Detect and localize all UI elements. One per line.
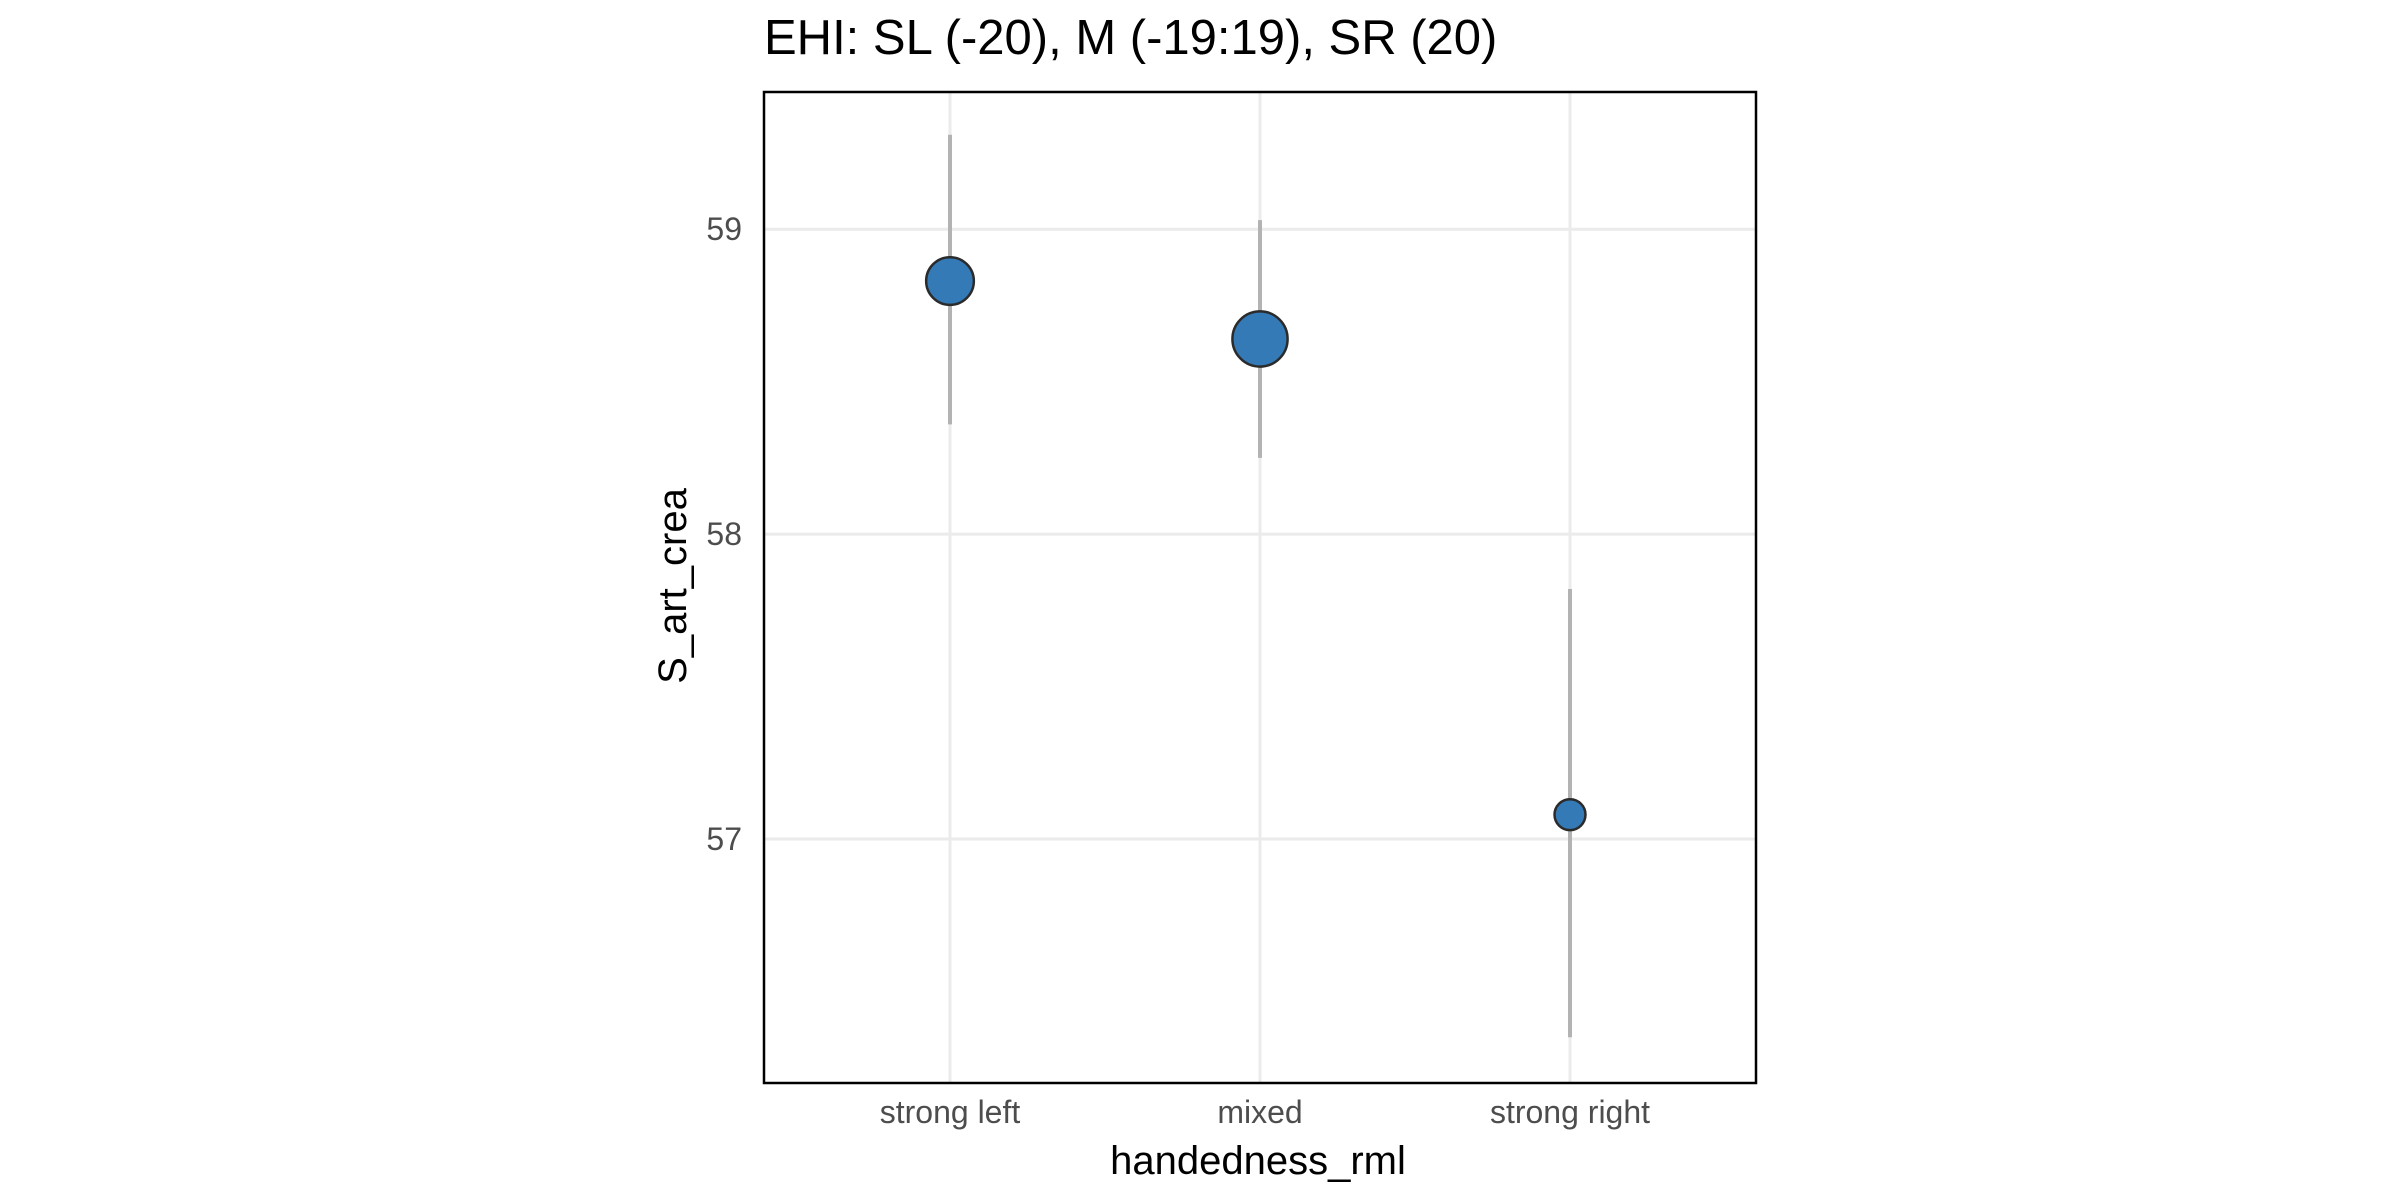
data-point [1553,797,1587,832]
y-axis-title: S_art_crea [651,487,695,683]
x-tick-label: mixed [1217,1094,1302,1130]
x-axis-title: handedness_rml [1110,1139,1406,1183]
panel-border [762,90,1758,1085]
data-point [1231,310,1289,368]
x-tick-label: strong left [880,1094,1021,1130]
y-tick-label: 59 [706,211,742,247]
x-axis-ticks: strong left mixed strong right [880,1094,1650,1130]
x-tick-label: strong right [1490,1094,1650,1130]
y-tick-label: 58 [706,516,742,552]
y-tick-label: 57 [706,821,742,857]
y-axis-ticks: 57 58 59 [706,211,742,857]
chart-title: EHI: SL (-20), M (-19:19), SR (20) [764,11,1497,65]
data-point [924,255,976,307]
data-points [924,255,1587,832]
